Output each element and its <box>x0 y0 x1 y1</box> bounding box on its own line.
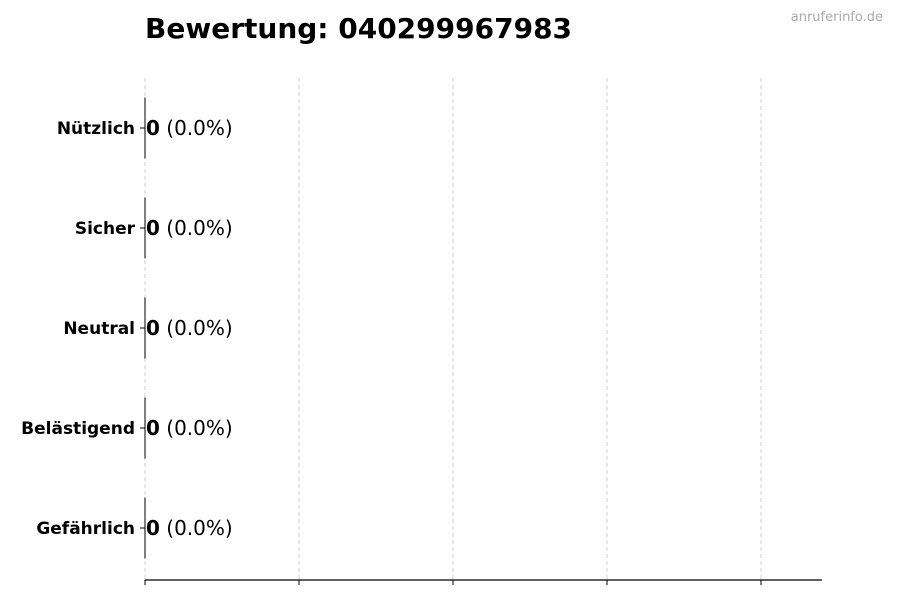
value-label: 0 <box>146 416 160 440</box>
y-tick-label: Gefährlich <box>36 519 135 539</box>
data-label: 0 (0.0%) <box>146 116 233 140</box>
y-tick-label: Sicher <box>75 219 136 239</box>
percent-label: (0.0%) <box>160 116 233 140</box>
percent-label: (0.0%) <box>160 416 233 440</box>
percent-label: (0.0%) <box>160 216 233 240</box>
percent-label: (0.0%) <box>160 316 233 340</box>
value-label: 0 <box>146 516 160 540</box>
y-tick-label: Neutral <box>63 319 135 339</box>
percent-label: (0.0%) <box>160 516 233 540</box>
y-tick-label: Nützlich <box>57 119 135 139</box>
data-label: 0 (0.0%) <box>146 416 233 440</box>
data-label: 0 (0.0%) <box>146 216 233 240</box>
data-label: 0 (0.0%) <box>146 516 233 540</box>
watermark: anruferinfo.de <box>790 10 883 25</box>
value-label: 0 <box>146 316 160 340</box>
y-tick-label: Belästigend <box>21 419 135 439</box>
value-label: 0 <box>146 116 160 140</box>
data-label: 0 (0.0%) <box>146 316 233 340</box>
value-label: 0 <box>146 216 160 240</box>
chart-title: Bewertung: 040299967983 <box>145 12 573 45</box>
